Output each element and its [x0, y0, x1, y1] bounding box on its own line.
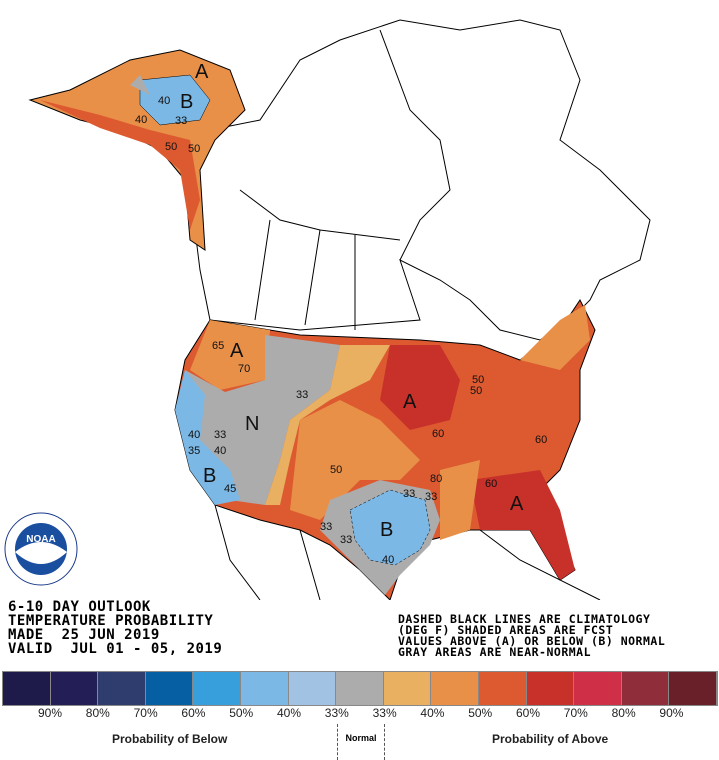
legend-tick: 80% — [85, 706, 110, 720]
legend-swatch — [288, 672, 337, 705]
southeast-above-area — [470, 470, 575, 580]
contour-label: 80 — [430, 473, 442, 485]
legend-swatch — [621, 672, 670, 705]
contour-label: 40 — [188, 429, 200, 441]
legend-swatch — [383, 672, 432, 705]
contour-label: 60 — [485, 478, 497, 490]
valid-dates: VALID JUL 01 - 05, 2019 — [8, 641, 223, 657]
note-line: (DEG F) SHADED AREAS ARE FCST — [398, 623, 614, 637]
legend-swatch — [50, 672, 99, 705]
note-line: VALUES ABOVE (A) OR BELOW (B) NORMAL — [398, 634, 666, 648]
legend-swatch — [193, 672, 241, 705]
mexico-outline — [214, 504, 321, 600]
gulf-above-area — [440, 460, 480, 540]
legend-tick: 33% — [324, 706, 349, 720]
note-line: DASHED BLACK LINES ARE CLIMATOLOGY — [398, 612, 651, 626]
northeast-above-area — [520, 305, 590, 370]
west-a-label: A — [230, 340, 244, 362]
contour-label: 60 — [432, 428, 444, 440]
contour-label: 70 — [238, 363, 250, 375]
midwest-a-label: A — [403, 391, 417, 413]
normal-caption: Normal — [337, 724, 385, 760]
contour-label: 50 — [165, 141, 177, 153]
southeast-a-label: A — [510, 493, 524, 515]
alaska-b-label: B — [180, 91, 193, 113]
noaa-logo: NOAA — [4, 512, 78, 586]
outlook-title: 6-10 DAY OUTLOOK — [8, 599, 151, 615]
contour-label: 40 — [214, 445, 226, 457]
legend-swatch — [240, 672, 289, 705]
legend-swatch — [478, 672, 527, 705]
legend-swatch — [336, 672, 384, 705]
province-border — [239, 189, 401, 241]
legend-swatch — [669, 672, 717, 705]
legend-tick: 80% — [611, 706, 636, 720]
contour-label: 33 — [214, 429, 226, 441]
mexico-outline — [479, 529, 601, 600]
california-b-label: B — [203, 465, 216, 487]
legend-notes: DASHED BLACK LINES ARE CLIMATOLOGY (DEG F… — [398, 612, 666, 659]
below-caption: Probability of Below — [112, 732, 228, 746]
contour-label: 50 — [188, 143, 200, 155]
outlook-title-block: 6-10 DAY OUTLOOK TEMPERATURE PROBABILITY M… — [8, 600, 222, 656]
above-caption: Probability of Above — [492, 732, 609, 746]
nevada-n-label: N — [245, 413, 259, 435]
alaska-below-area — [139, 74, 211, 126]
legend-tick: 40% — [277, 706, 302, 720]
province-border — [379, 29, 451, 261]
legend-tick: 60% — [516, 706, 541, 720]
alaska-above-area — [40, 100, 200, 230]
legend-tick: 50% — [468, 706, 493, 720]
contour-label: 33 — [425, 491, 437, 503]
contour-label: 45 — [224, 483, 236, 495]
province-border — [254, 219, 356, 330]
legend-swatch — [98, 672, 146, 705]
noaa-logo-text: NOAA — [26, 534, 55, 545]
canada-outline — [189, 19, 651, 341]
contour-label: 33 — [403, 488, 415, 500]
contour-label: 33 — [175, 115, 187, 127]
contour-label: 40 — [135, 114, 147, 126]
legend-swatch — [3, 672, 51, 705]
midwest-above-area — [380, 345, 460, 430]
legend-swatch — [574, 672, 622, 705]
california-below-area — [175, 370, 240, 505]
legend-swatch — [145, 672, 194, 705]
legend-tick: 40% — [420, 706, 445, 720]
outlook-subtitle: TEMPERATURE PROBABILITY — [8, 613, 214, 629]
alaska-normal-area — [130, 75, 150, 95]
contour-label: 33 — [340, 534, 352, 546]
legend-tick: 70% — [563, 706, 588, 720]
contour-label: 50 — [470, 385, 482, 397]
texas-b-label: B — [380, 519, 393, 541]
rockies-above-area — [265, 345, 390, 505]
legend-tick: 33% — [372, 706, 397, 720]
legend-swatch — [526, 672, 575, 705]
contour-label: 50 — [472, 374, 484, 386]
contour-label: 60 — [535, 434, 547, 446]
note-line: GRAY AREAS ARE NEAR-NORMAL — [398, 645, 592, 659]
contour-label: 40 — [158, 95, 170, 107]
legend-tick: 90% — [38, 706, 63, 720]
contour-label: 65 — [212, 340, 224, 352]
legend-tick: 90% — [659, 706, 684, 720]
plains-above-area — [290, 400, 420, 520]
legend-tick: 50% — [229, 706, 254, 720]
contour-label: 33 — [296, 389, 308, 401]
made-date: MADE 25 JUN 2019 — [8, 627, 160, 643]
contour-label: 33 — [320, 521, 332, 533]
color-legend — [2, 671, 718, 706]
northwest-above-area — [190, 320, 270, 390]
contour-label: 50 — [330, 464, 342, 476]
contour-label: 40 — [382, 554, 394, 566]
legend-tick: 60% — [181, 706, 206, 720]
west-normal-area — [185, 335, 340, 505]
legend-tick: 70% — [133, 706, 158, 720]
alaska-a-label: A — [195, 61, 209, 83]
contour-label: 35 — [188, 445, 200, 457]
legend-swatch — [431, 672, 479, 705]
texas-below-area — [349, 489, 431, 566]
